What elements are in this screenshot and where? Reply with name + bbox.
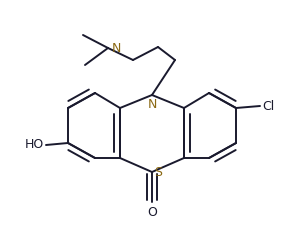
Text: HO: HO	[25, 139, 44, 152]
Text: S: S	[154, 165, 162, 179]
Text: N: N	[147, 98, 157, 111]
Text: O: O	[147, 206, 157, 219]
Text: Cl: Cl	[262, 100, 274, 112]
Text: N: N	[112, 42, 121, 55]
